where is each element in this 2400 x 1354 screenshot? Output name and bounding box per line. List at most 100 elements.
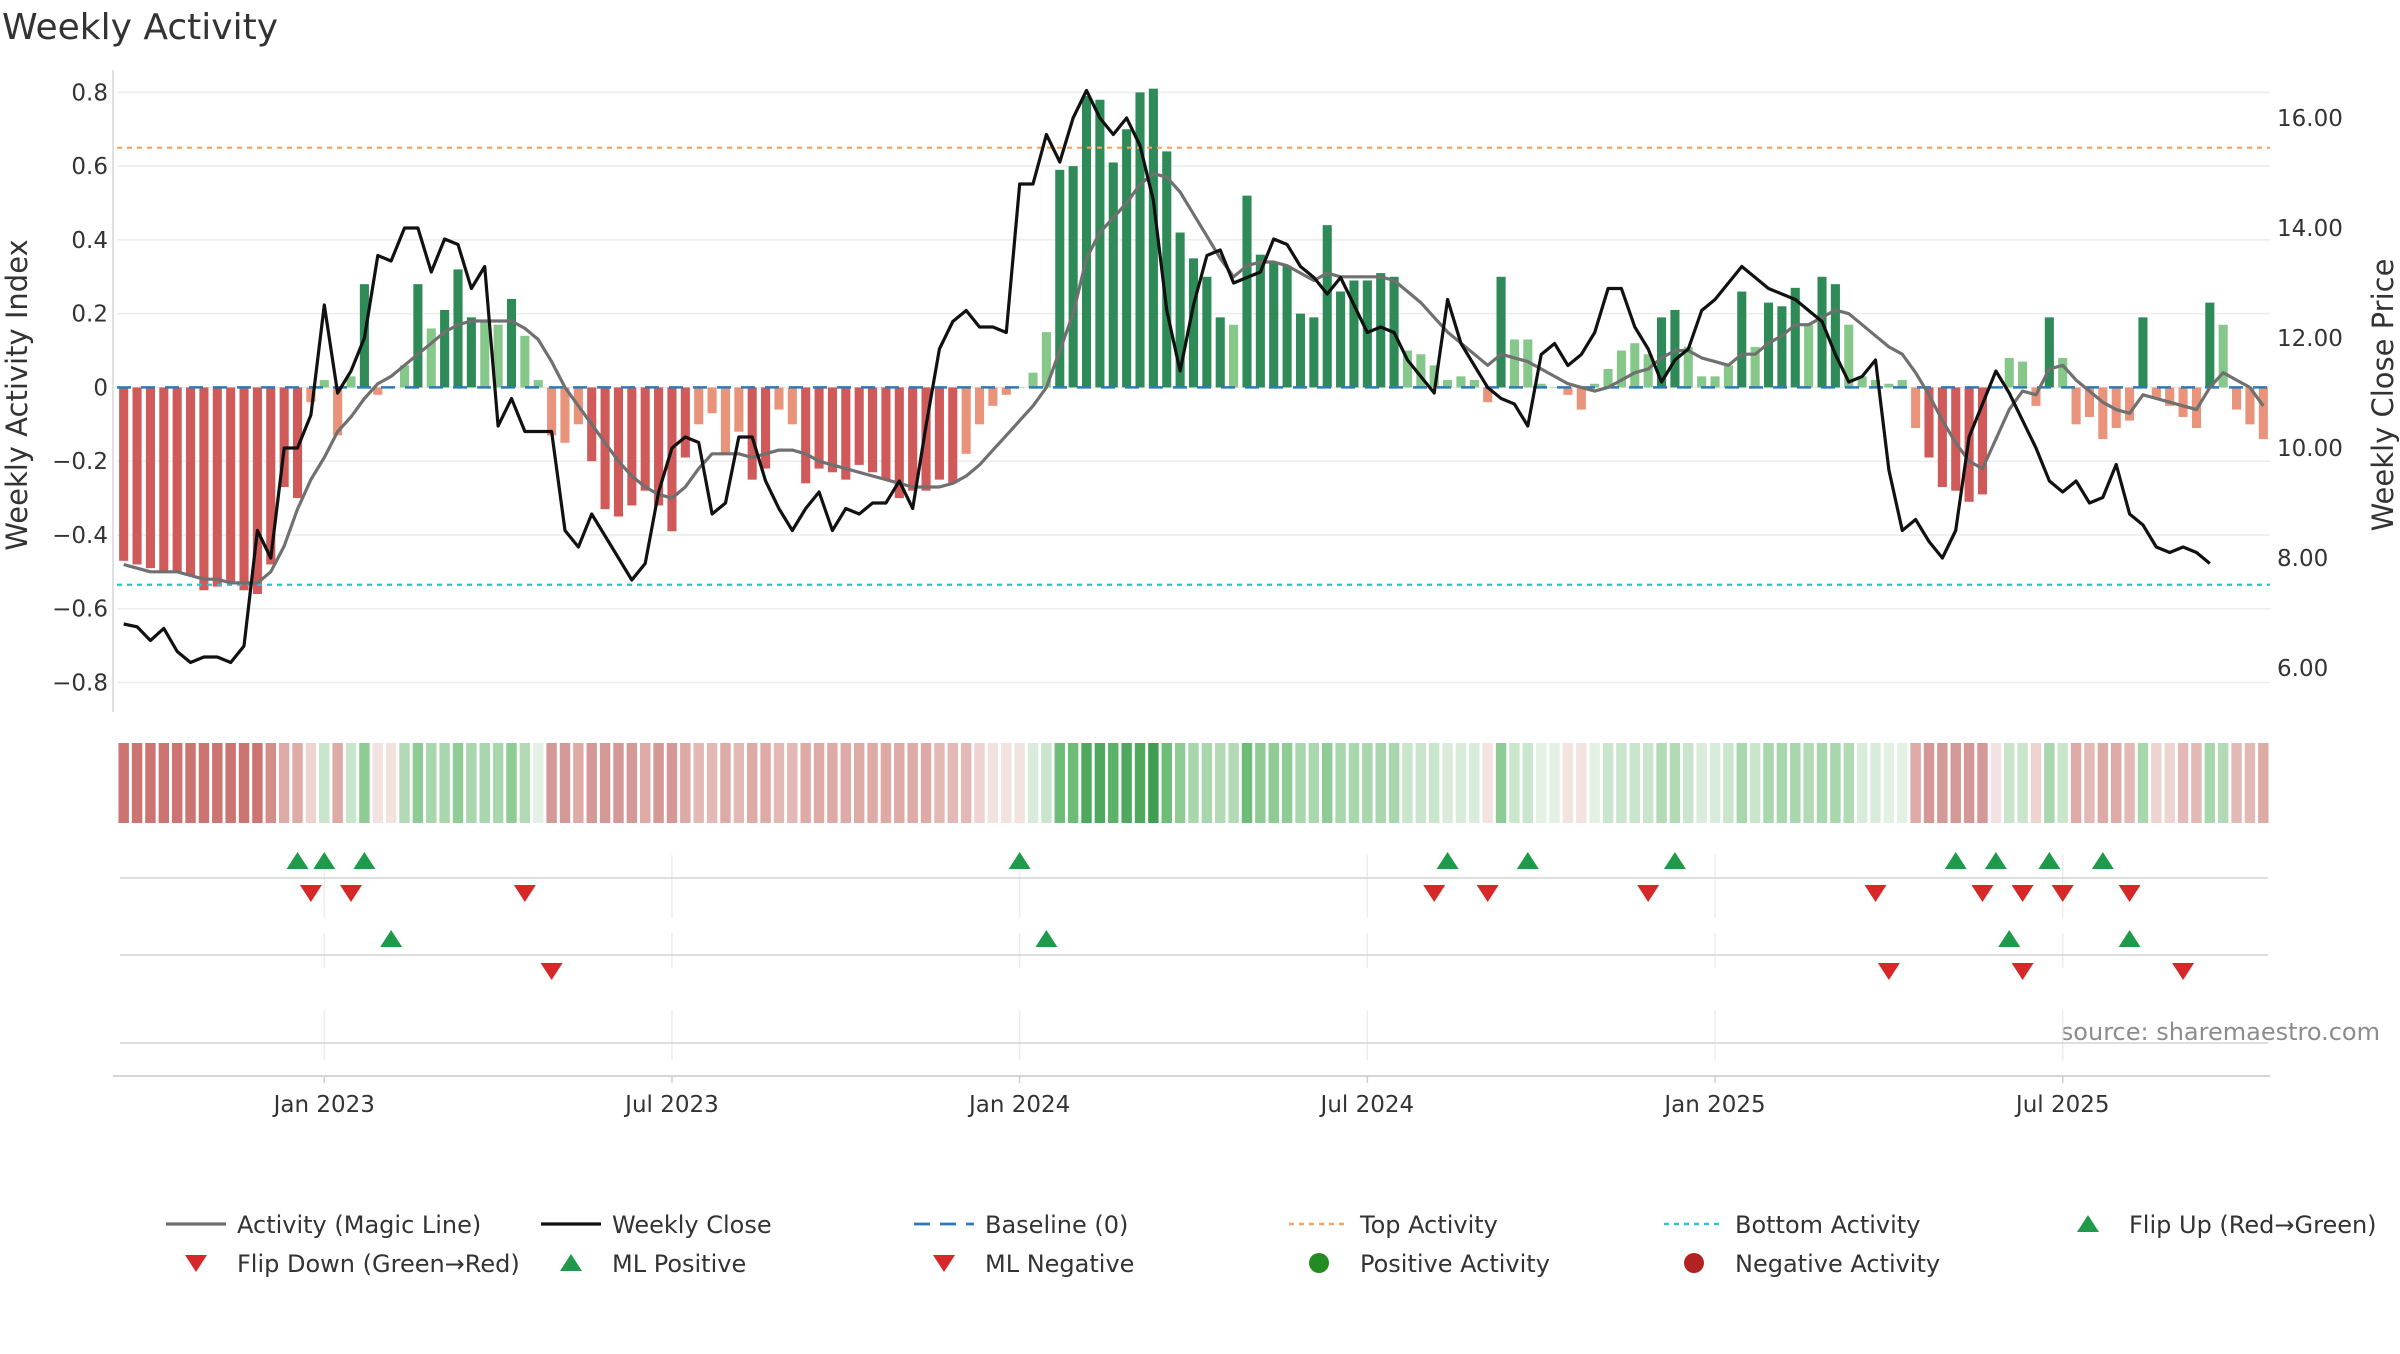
state-strip-cell [1188,743,1199,823]
state-strip-cell [278,743,290,823]
activity-bar [600,387,610,510]
state-strip-cell [599,743,611,823]
activity-bar [426,328,436,388]
left-tick-label: 0.6 [71,154,108,180]
x-tick-label: Jul 2023 [623,1092,719,1118]
state-strip-cell [1161,743,1172,823]
activity-bar [2058,357,2068,388]
activity-bar [1683,346,1693,388]
flip-up-marker [286,852,309,869]
activity-bar [1269,262,1279,388]
state-strip-cell [733,743,745,823]
activity-bar [2218,324,2228,388]
activity-bar [1509,339,1519,388]
state-strip-cell [1241,743,1253,823]
state-strip-cell [1977,743,1988,823]
activity-bar [1977,387,1988,495]
legend-label: Baseline (0) [985,1211,1128,1239]
flip-down-marker [2011,885,2034,902]
state-strip-cell [1910,743,1921,823]
activity-bar [1135,92,1145,388]
state-strip-cell [2084,743,2095,823]
flip-up-marker [1663,852,1686,869]
activity-bar [1790,287,1800,388]
activity-bar [533,380,543,388]
activity-bar [1937,387,1947,488]
activity-bar [1590,383,1600,388]
state-strip-cell [1014,743,1025,823]
state-strip-cell [1027,743,1039,823]
x-tick-label: Jan 2025 [1662,1092,1765,1118]
activity-bar [239,387,249,591]
legend-swatch-circle [1309,1253,1329,1273]
state-strip-cell [1201,743,1213,823]
legend-swatch-triangle-down [933,1255,955,1272]
activity-bar [1202,276,1212,388]
legend-label: Activity (Magic Line) [237,1211,481,1239]
activity-bar [1844,324,1854,388]
flip-up-marker [1008,852,1031,869]
activity-bar [1028,372,1038,388]
state-strip-cell [506,743,517,823]
activity-bar [854,387,864,465]
state-strip-cell [492,743,504,823]
activity-bar [1603,368,1613,388]
activity-bar [453,269,463,388]
state-strip-cell [238,743,250,823]
activity-bar [988,387,998,406]
state-strip-cell [1803,743,1814,823]
legend-swatch-triangle-up [560,1254,582,1271]
activity-bar [921,387,931,491]
flip-up-marker [2038,852,2061,869]
state-strip-cell [1081,743,1092,823]
activity-bar [1282,265,1292,388]
activity-bar [1630,343,1640,388]
state-strip-cell [399,743,410,823]
state-strip-cell [1576,743,1587,823]
state-strip-cell [225,743,236,823]
activity-bar [1496,276,1506,388]
state-strip-cell [1696,743,1707,823]
activity-bar [119,387,129,561]
state-strip-cell [158,743,170,823]
state-strip-cell [372,743,383,823]
flip-up-marker [1984,852,2007,869]
activity-bar [440,309,450,388]
state-strip-cell [305,743,317,823]
state-strip-cell [1054,743,1065,823]
state-strip-cell [1455,743,1467,823]
ml-negative-marker [540,963,563,980]
activity-bar [654,387,664,506]
legend-label: Flip Up (Red→Green) [2129,1211,2377,1239]
activity-bar [266,387,276,565]
activity-bar [2165,387,2175,406]
flip-down-marker [1637,885,1660,902]
activity-bar [961,387,971,454]
state-strip-cell [1736,743,1747,823]
activity-bar [520,335,530,388]
state-strip-cell [412,743,424,823]
state-strip-cell [2258,743,2269,823]
activity-bar [2004,357,2014,388]
activity-bar [1081,96,1092,388]
state-strip-cell [118,743,129,823]
activity-bar [186,387,196,576]
activity-bar [1924,387,1934,458]
state-strip-cell [479,743,490,823]
state-strip-cell [653,743,664,823]
state-strip-cell [974,743,985,823]
state-strip-cell [586,743,597,823]
state-strip-cell [2044,743,2055,823]
activity-bar [506,298,517,388]
activity-bar [1336,291,1346,388]
state-strip-cell [1415,743,1427,823]
state-strip-cell [934,743,945,823]
activity-bar [1536,383,1546,388]
state-strip-cell [171,743,183,823]
activity-bar [493,324,503,388]
x-tick-label: Jul 2024 [1319,1092,1415,1118]
activity-bar [801,387,811,484]
state-strip-cell [1937,743,1948,823]
flip-up-marker [1516,852,1539,869]
